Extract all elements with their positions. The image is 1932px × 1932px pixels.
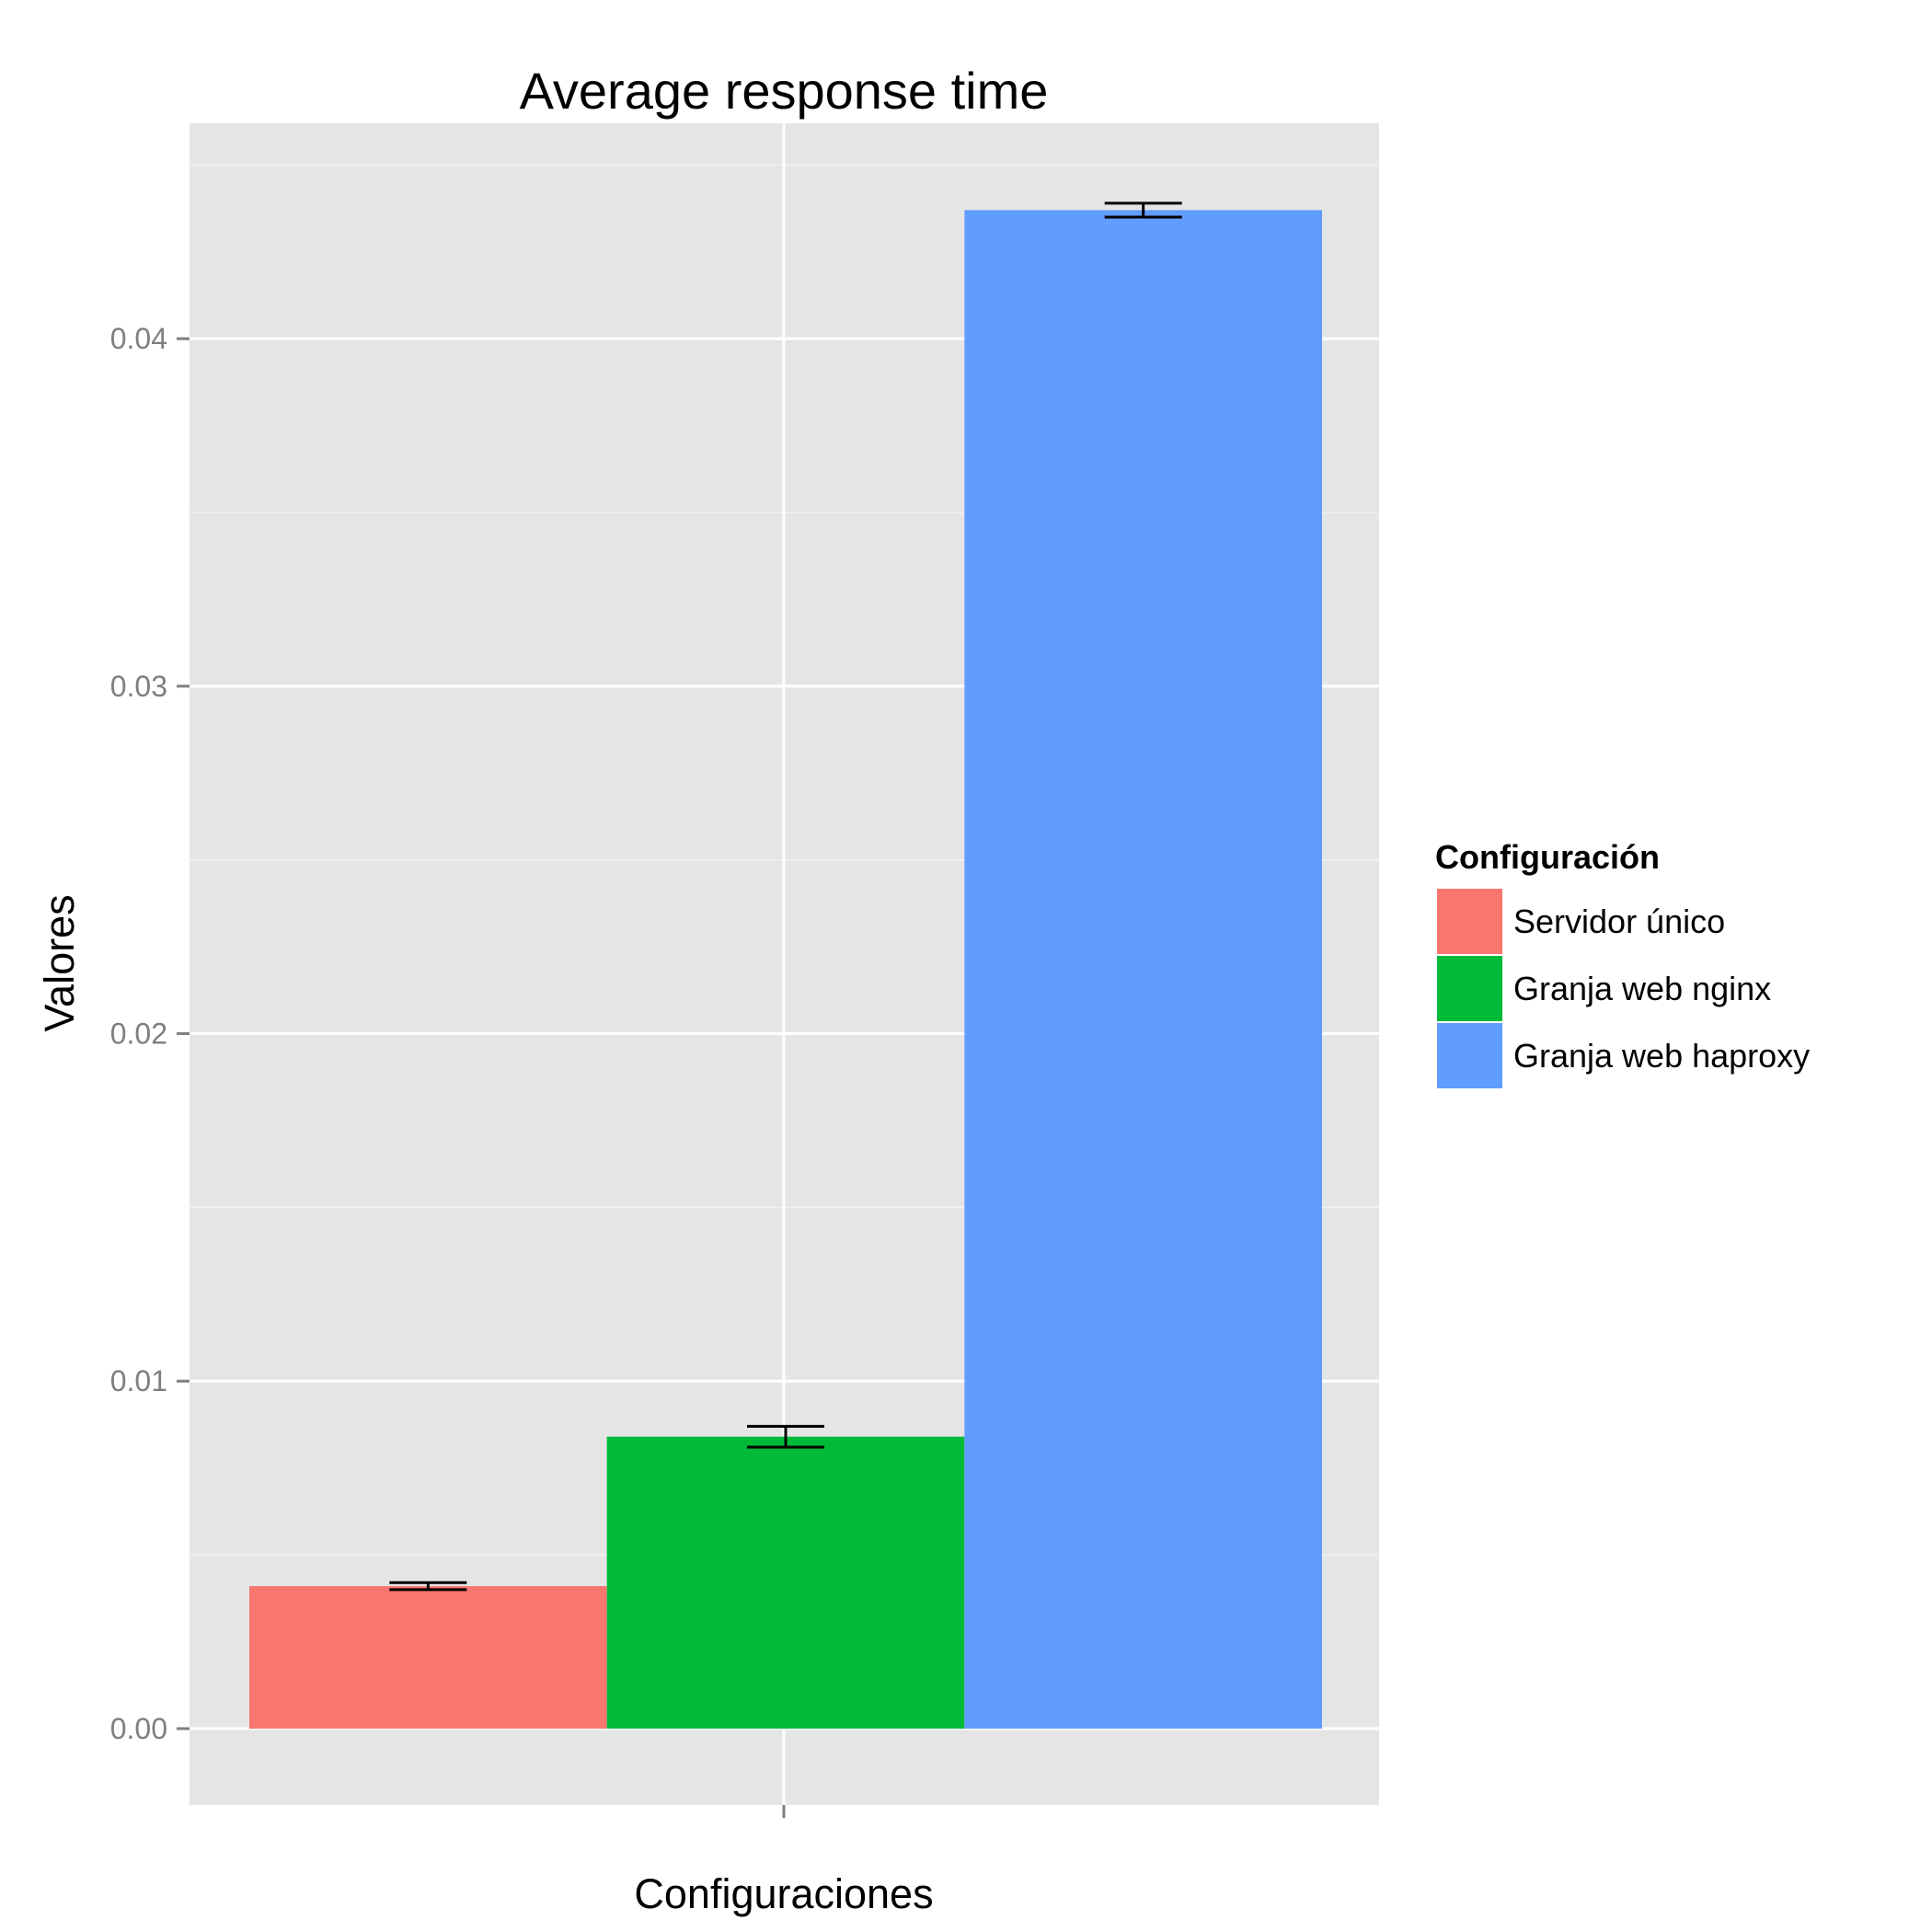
y-axis-label: Valores (36, 894, 83, 1031)
legend-key (1437, 889, 1502, 954)
y-tick-label: 0.00 (110, 1712, 167, 1745)
error-bars (389, 201, 1182, 1592)
bar (606, 1436, 965, 1729)
legend-title: Configuración (1435, 838, 1660, 876)
y-tick-label: 0.04 (110, 322, 167, 355)
y-tick-label: 0.03 (110, 670, 167, 703)
legend-key (1437, 1023, 1502, 1088)
legend-items: Servidor único Granja web nginx Granja web… (1437, 889, 1810, 1088)
legend: Configuración Servidor único Granja web n… (1435, 838, 1810, 1088)
chart-title: Average response time (520, 62, 1049, 120)
y-axis-ticks: 0.00 0.01 0.02 0.03 0.04 (110, 322, 190, 1745)
legend-label: Granja web haproxy (1513, 1037, 1810, 1075)
bars (249, 210, 1323, 1729)
legend-key (1437, 956, 1502, 1021)
bar (964, 210, 1323, 1729)
x-axis-label: Configuraciones (634, 1870, 933, 1917)
y-tick-label: 0.02 (110, 1018, 167, 1051)
y-tick-label: 0.01 (110, 1364, 167, 1397)
legend-label: Servidor único (1513, 903, 1725, 940)
legend-label: Granja web nginx (1513, 970, 1771, 1007)
bar (249, 1586, 607, 1729)
